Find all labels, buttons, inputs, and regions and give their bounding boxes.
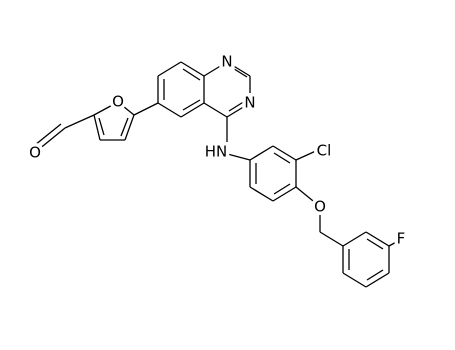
atom-label: F xyxy=(397,230,406,248)
bonds xyxy=(34,61,401,288)
atom-label: HN xyxy=(205,143,228,161)
atom-label: Cl xyxy=(317,142,332,160)
atom-label: O xyxy=(112,93,124,111)
atom-label: O xyxy=(29,144,41,162)
atom-label: N xyxy=(244,94,255,112)
atom-labels: N N O O HN Cl O F xyxy=(26,49,409,251)
atom-label: N xyxy=(221,53,232,71)
atom-label: O xyxy=(314,198,326,216)
